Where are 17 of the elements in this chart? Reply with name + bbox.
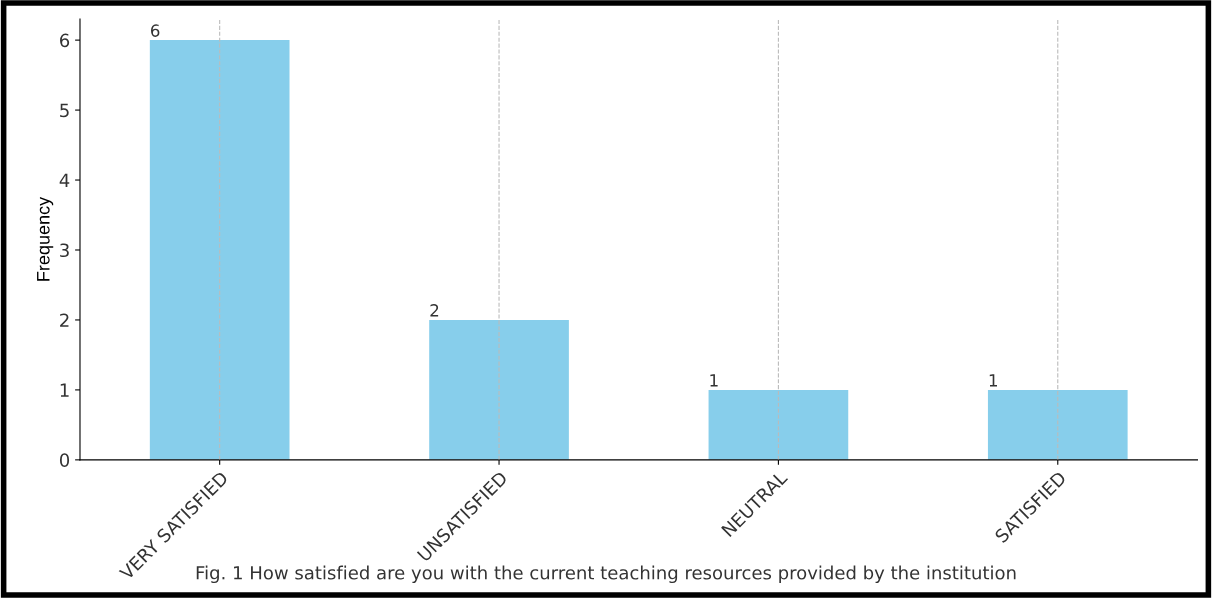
- y-tick-label: 2: [60, 313, 69, 327]
- caption: Fig. 1 How satisfied are you with the current teaching resources provided by the institution: [196, 565, 1016, 584]
- data-label: 6: [151, 24, 160, 37]
- bar: [429, 319, 569, 460]
- y-tick-label: 4: [59, 173, 70, 187]
- data-label: 1: [989, 374, 997, 387]
- y-tick-label: 0: [59, 453, 70, 467]
- data-label: 2: [430, 304, 439, 317]
- bar: [149, 40, 290, 460]
- data-label: 1: [710, 374, 718, 387]
- bar: [987, 389, 1128, 460]
- y-tick-label: 3: [60, 243, 69, 258]
- y-tick-label: 5: [60, 103, 69, 118]
- y-axis-title: Frequency: [37, 196, 54, 281]
- y-tick-label: 6: [60, 33, 70, 48]
- bar: [708, 389, 849, 460]
- y-tick-label: 1: [60, 383, 69, 397]
